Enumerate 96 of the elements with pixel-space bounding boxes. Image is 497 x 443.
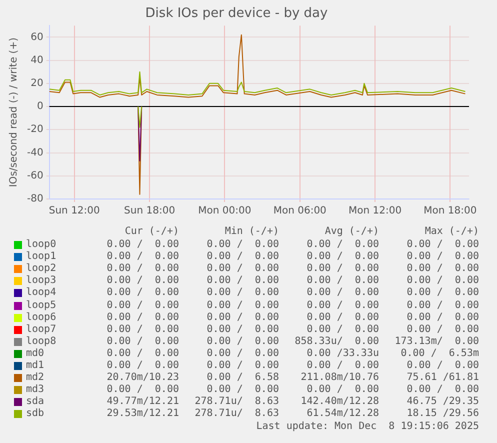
text: 0.00 / 0.00 xyxy=(206,251,279,264)
legend-label: loop7 xyxy=(26,324,56,336)
x-tick-label: Mon 18:00 xyxy=(424,206,477,217)
text: 0.00 / 0.00 xyxy=(206,263,279,276)
legend-label: loop6 xyxy=(26,312,56,324)
legend-label: loop4 xyxy=(26,287,56,300)
text: 0.00 / 0.00 xyxy=(106,300,179,312)
text: 0.00 / 0.00 xyxy=(306,287,379,300)
text: 0.00 / 0.00 xyxy=(206,300,279,312)
text: 46.75 /29.35 xyxy=(406,396,479,408)
text: 0.00 / 0.00 xyxy=(206,275,279,288)
text: 20.70m/10.23 xyxy=(106,372,179,384)
text: 0.00 / 0.00 xyxy=(206,360,279,372)
legend-label: loop0 xyxy=(26,239,56,251)
text: 0.00 / 0.00 xyxy=(106,287,179,300)
legend-label: md3 xyxy=(26,384,44,396)
x-tick-label: Mon 06:00 xyxy=(273,206,326,217)
legend-label: sdb xyxy=(26,408,44,420)
text: 278.71u/ 8.63 xyxy=(194,396,279,408)
text: 0.00 / 6.53m xyxy=(400,348,479,360)
legend-label: md1 xyxy=(26,360,44,372)
x-tick-label: Sun 18:00 xyxy=(124,206,176,217)
text: 0.00 / 0.00 xyxy=(106,360,179,372)
text: 0.00 / 0.00 xyxy=(206,239,279,251)
text: 0.00 / 0.00 xyxy=(306,263,379,276)
text: 0.00 / 0.00 xyxy=(106,348,179,360)
text: 0.00 /33.33u xyxy=(306,348,379,360)
text: Max (-/+) xyxy=(424,226,479,238)
text: 75.61 /61.81 xyxy=(406,372,479,384)
y-tick-label: -20 xyxy=(26,124,44,136)
text: 142.40m/12.28 xyxy=(300,396,379,408)
text: 0.00 / 0.00 xyxy=(106,336,179,348)
text: 0.00 / 0.00 xyxy=(406,275,479,288)
legend-label: loop1 xyxy=(26,251,56,263)
y-tick-label: -60 xyxy=(26,170,44,182)
text: 61.54m/12.28 xyxy=(306,408,379,420)
text: 0.00 / 0.00 xyxy=(406,360,479,372)
text: 173.13m/ 0.00 xyxy=(394,336,479,348)
text: 0.00 / 0.00 xyxy=(406,251,479,264)
text: 49.77m/12.21 xyxy=(106,396,179,408)
y-tick-label: -40 xyxy=(26,147,44,158)
text: 0.00 / 0.00 xyxy=(406,239,479,251)
text: 29.53m/12.21 xyxy=(106,408,179,420)
text: 0.00 / 0.00 xyxy=(106,239,179,251)
text: 0.00 / 0.00 xyxy=(106,324,179,336)
text: 0.00 / 0.00 xyxy=(206,287,279,300)
y-tick-label: 20 xyxy=(30,78,44,89)
x-tick-label: Mon 12:00 xyxy=(348,206,402,217)
text: 0.00 / 0.00 xyxy=(206,324,279,336)
y-tick-label: 60 xyxy=(30,32,44,43)
text: Min (-/+) xyxy=(224,226,279,238)
legend-label: loop2 xyxy=(26,263,56,275)
text: 0.00 / 0.00 xyxy=(206,348,279,360)
text: 18.15 /29.56 xyxy=(406,408,479,420)
text: 0.00 / 0.00 xyxy=(306,312,379,324)
text: 0.00 / 6.58 xyxy=(206,372,279,384)
text: 0.00 / 0.00 xyxy=(306,251,379,264)
text: 0.00 / 0.00 xyxy=(306,384,379,396)
y-tick-label: -80 xyxy=(26,194,44,205)
text: 0.00 / 0.00 xyxy=(406,312,479,324)
legend-label: md2 xyxy=(26,372,44,384)
text: 0.00 / 0.00 xyxy=(306,239,379,251)
x-tick-label: Sun 12:00 xyxy=(48,206,100,217)
text: 0.00 / 0.00 xyxy=(306,360,379,372)
x-tick-label: Mon 00:00 xyxy=(198,206,252,217)
text: 0.00 / 0.00 xyxy=(306,324,379,336)
text: 0.00 / 0.00 xyxy=(406,263,479,276)
text: 0.00 / 0.00 xyxy=(406,300,479,312)
chart-title: Disk IOs per device - by day xyxy=(145,6,328,22)
text: 0.00 / 0.00 xyxy=(206,336,279,348)
text: 0.00 / 0.00 xyxy=(406,324,479,336)
legend-label: loop5 xyxy=(26,300,56,312)
text: Cur (-/+) xyxy=(124,226,179,238)
legend-label: md0 xyxy=(26,348,44,360)
text: 858.33u/ 0.00 xyxy=(294,336,379,348)
y-tick-label: 40 xyxy=(30,54,44,66)
legend-label: loop3 xyxy=(26,275,56,287)
text: 0.00 / 0.00 xyxy=(106,251,179,264)
text: 0.00 / 0.00 xyxy=(106,384,179,396)
y-tick-label: 0 xyxy=(36,101,44,112)
text: 0.00 / 0.00 xyxy=(406,384,479,396)
legend-label: loop8 xyxy=(26,336,56,348)
text: 278.71u/ 8.63 xyxy=(194,408,279,420)
text: Last update: Mon Dec 8 19:15:06 2025 xyxy=(256,420,479,432)
text: 0.00 / 0.00 xyxy=(206,312,279,324)
legend-label: sda xyxy=(26,396,44,408)
text: 211.08m/10.76 xyxy=(300,372,379,384)
text: 0.00 / 0.00 xyxy=(106,275,179,288)
text: 0.00 / 0.00 xyxy=(306,275,379,288)
text: 0.00 / 0.00 xyxy=(406,287,479,300)
text: 0.00 / 0.00 xyxy=(106,312,179,324)
text: 0.00 / 0.00 xyxy=(106,263,179,276)
text: 0.00 / 0.00 xyxy=(206,384,279,396)
y-axis-title: IOs/second read (-) / write (+) xyxy=(8,37,20,188)
text: Avg (-/+) xyxy=(324,226,379,238)
text: 0.00 / 0.00 xyxy=(306,300,379,312)
